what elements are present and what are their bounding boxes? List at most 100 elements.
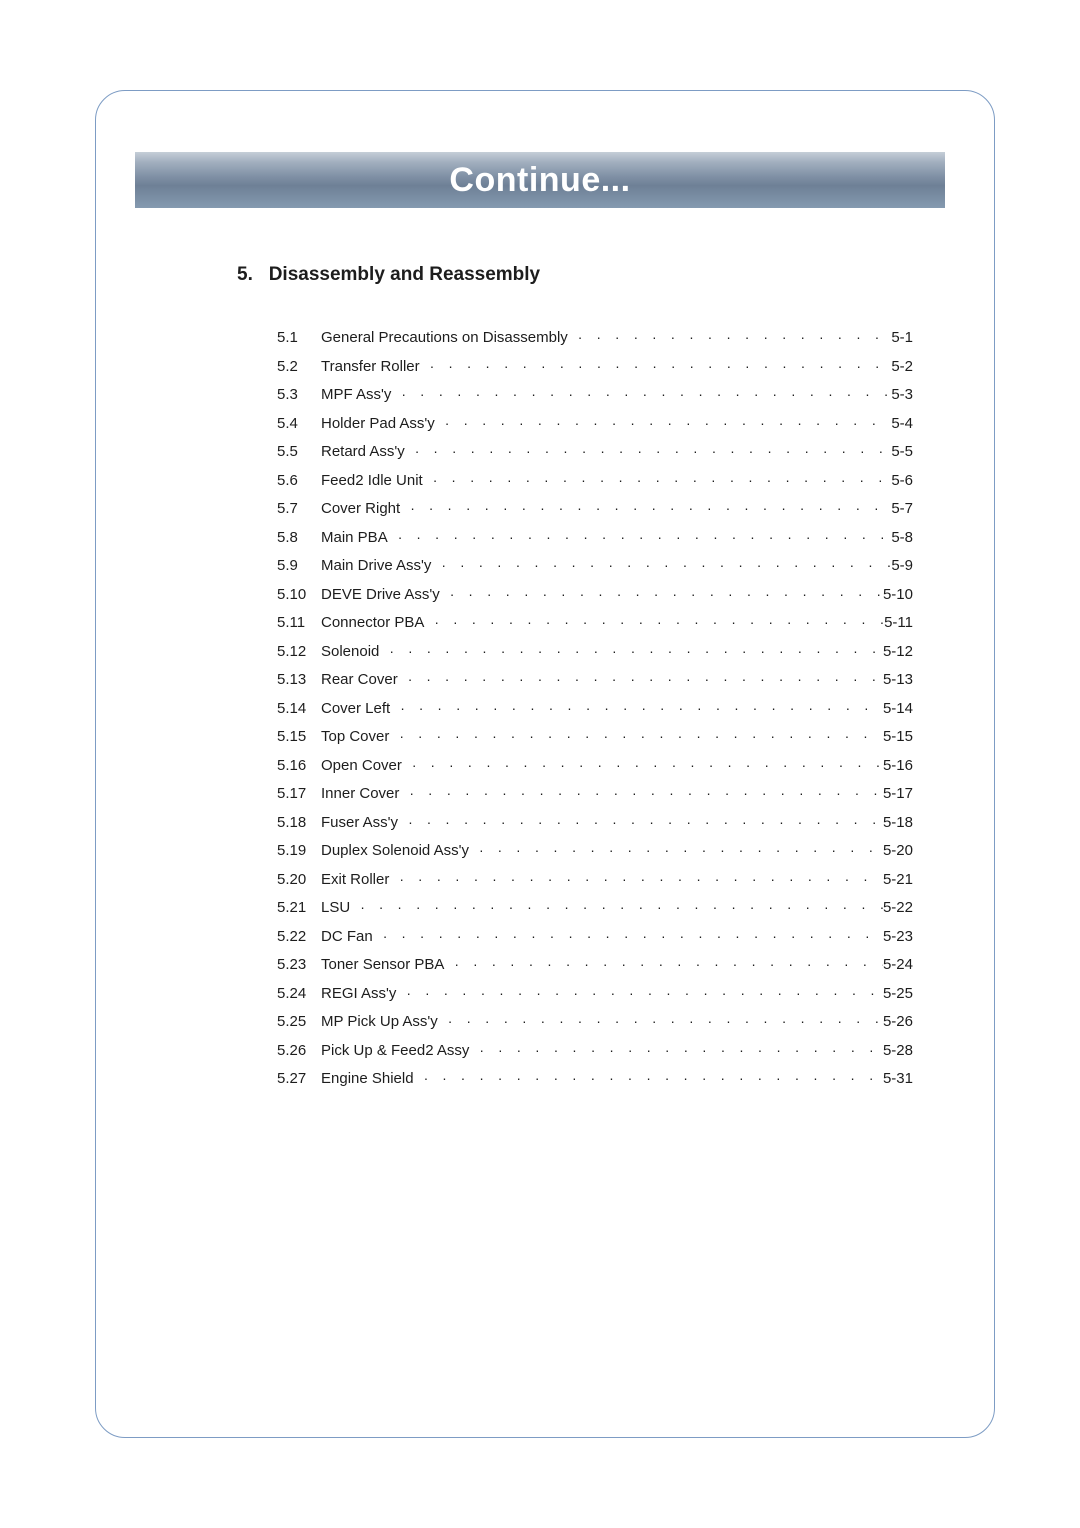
toc-leader: · · · · · · · · · · · · · · · · · · · · … [438, 1008, 883, 1035]
toc-leader: · · · · · · · · · · · · · · · · · · · · … [373, 923, 883, 950]
toc-number: 5.22 [277, 923, 321, 952]
toc-row: 5.24REGI Ass'y· · · · · · · · · · · · · … [277, 980, 913, 1009]
toc-page: 5-26 [883, 1008, 913, 1037]
toc-title: Exit Roller [321, 866, 389, 895]
toc-row: 5.18Fuser Ass'y· · · · · · · · · · · · ·… [277, 809, 913, 838]
toc-leader: · · · · · · · · · · · · · · · · · · · · … [440, 581, 883, 608]
toc-leader: · · · · · · · · · · · · · · · · · · · · … [398, 809, 883, 836]
toc-number: 5.7 [277, 495, 321, 524]
toc-row: 5.5Retard Ass'y· · · · · · · · · · · · ·… [277, 438, 913, 467]
toc-page: 5-23 [883, 923, 913, 952]
toc-page: 5-22 [883, 894, 913, 923]
toc-number: 5.2 [277, 353, 321, 382]
toc-leader: · · · · · · · · · · · · · · · · · · · · … [423, 467, 892, 494]
toc-row: 5.4Holder Pad Ass'y· · · · · · · · · · ·… [277, 410, 913, 439]
toc-leader: · · · · · · · · · · · · · · · · · · · · … [402, 752, 883, 779]
toc-page: 5-17 [883, 780, 913, 809]
section-heading: 5. Disassembly and Reassembly [237, 264, 945, 286]
toc-title: DC Fan [321, 923, 373, 952]
toc-number: 5.3 [277, 381, 321, 410]
toc-leader: · · · · · · · · · · · · · · · · · · · · … [469, 1037, 883, 1064]
toc-title: Main PBA [321, 524, 388, 553]
toc-page: 5-25 [883, 980, 913, 1009]
toc-leader: · · · · · · · · · · · · · · · · · · · · … [469, 837, 883, 864]
toc-leader: · · · · · · · · · · · · · · · · · · · · … [391, 381, 891, 408]
table-of-contents: 5.1General Precautions on Disassembly· ·… [277, 324, 913, 1094]
toc-page: 5-21 [883, 866, 913, 895]
toc-number: 5.26 [277, 1037, 321, 1066]
toc-leader: · · · · · · · · · · · · · · · · · · · · … [350, 894, 883, 921]
toc-number: 5.11 [277, 609, 321, 638]
toc-page: 5-5 [891, 438, 913, 467]
toc-row: 5.16Open Cover· · · · · · · · · · · · · … [277, 752, 913, 781]
toc-title: Pick Up & Feed2 Assy [321, 1037, 469, 1066]
toc-number: 5.14 [277, 695, 321, 724]
toc-leader: · · · · · · · · · · · · · · · · · · · · … [399, 780, 883, 807]
toc-page: 5-20 [883, 837, 913, 866]
toc-title: REGI Ass'y [321, 980, 396, 1009]
toc-page: 5-18 [883, 809, 913, 838]
toc-leader: · · · · · · · · · · · · · · · · · · · · … [379, 638, 883, 665]
toc-row: 5.1General Precautions on Disassembly· ·… [277, 324, 913, 353]
toc-number: 5.25 [277, 1008, 321, 1037]
toc-page: 5-8 [891, 524, 913, 553]
toc-title: Rear Cover [321, 666, 398, 695]
toc-title: Open Cover [321, 752, 402, 781]
toc-row: 5.26Pick Up & Feed2 Assy· · · · · · · · … [277, 1037, 913, 1066]
toc-page: 5-7 [891, 495, 913, 524]
heading-number: 5. [237, 264, 253, 285]
toc-number: 5.18 [277, 809, 321, 838]
toc-leader: · · · · · · · · · · · · · · · · · · · · … [431, 552, 891, 579]
toc-row: 5.23Toner Sensor PBA· · · · · · · · · · … [277, 951, 913, 980]
toc-leader: · · · · · · · · · · · · · · · · · · · · … [398, 666, 883, 693]
toc-row: 5.15Top Cover· · · · · · · · · · · · · ·… [277, 723, 913, 752]
toc-row: 5.25MP Pick Up Ass'y· · · · · · · · · · … [277, 1008, 913, 1037]
toc-row: 5.8Main PBA· · · · · · · · · · · · · · ·… [277, 524, 913, 553]
toc-title: Engine Shield [321, 1065, 414, 1094]
toc-number: 5.12 [277, 638, 321, 667]
toc-row: 5.27Engine Shield· · · · · · · · · · · ·… [277, 1065, 913, 1094]
toc-title: DEVE Drive Ass'y [321, 581, 440, 610]
toc-title: Retard Ass'y [321, 438, 405, 467]
toc-page: 5-16 [883, 752, 913, 781]
toc-number: 5.24 [277, 980, 321, 1009]
toc-page: 5-15 [883, 723, 913, 752]
toc-leader: · · · · · · · · · · · · · · · · · · · · … [414, 1065, 883, 1092]
toc-page: 5-6 [891, 467, 913, 496]
toc-row: 5.7Cover Right· · · · · · · · · · · · · … [277, 495, 913, 524]
toc-number: 5.1 [277, 324, 321, 353]
toc-row: 5.12Solenoid· · · · · · · · · · · · · · … [277, 638, 913, 667]
toc-title: Fuser Ass'y [321, 809, 398, 838]
toc-row: 5.2Transfer Roller· · · · · · · · · · · … [277, 353, 913, 382]
toc-row: 5.17Inner Cover· · · · · · · · · · · · ·… [277, 780, 913, 809]
toc-row: 5.10DEVE Drive Ass'y· · · · · · · · · · … [277, 581, 913, 610]
toc-number: 5.21 [277, 894, 321, 923]
toc-leader: · · · · · · · · · · · · · · · · · · · · … [444, 951, 883, 978]
toc-number: 5.16 [277, 752, 321, 781]
toc-page: 5-13 [883, 666, 913, 695]
toc-title: Cover Right [321, 495, 400, 524]
toc-title: Transfer Roller [321, 353, 420, 382]
toc-title: Top Cover [321, 723, 389, 752]
toc-leader: · · · · · · · · · · · · · · · · · · · · … [435, 410, 892, 437]
toc-title: Solenoid [321, 638, 379, 667]
toc-title: LSU [321, 894, 350, 923]
toc-leader: · · · · · · · · · · · · · · · · · · · · … [420, 353, 892, 380]
toc-row: 5.6Feed2 Idle Unit· · · · · · · · · · · … [277, 467, 913, 496]
toc-number: 5.10 [277, 581, 321, 610]
toc-leader: · · · · · · · · · · · · · · · · · · · · … [568, 324, 892, 351]
toc-title: Main Drive Ass'y [321, 552, 431, 581]
heading-text: Disassembly and Reassembly [269, 264, 540, 285]
toc-title: Duplex Solenoid Ass'y [321, 837, 469, 866]
toc-row: 5.9Main Drive Ass'y· · · · · · · · · · ·… [277, 552, 913, 581]
page-content: Continue... 5. Disassembly and Reassembl… [135, 152, 945, 1094]
toc-number: 5.6 [277, 467, 321, 496]
toc-number: 5.20 [277, 866, 321, 895]
toc-leader: · · · · · · · · · · · · · · · · · · · · … [400, 495, 891, 522]
toc-page: 5-9 [891, 552, 913, 581]
toc-leader: · · · · · · · · · · · · · · · · · · · · … [389, 866, 883, 893]
toc-title: Feed2 Idle Unit [321, 467, 423, 496]
toc-number: 5.15 [277, 723, 321, 752]
toc-number: 5.27 [277, 1065, 321, 1094]
toc-page: 5-2 [891, 353, 913, 382]
